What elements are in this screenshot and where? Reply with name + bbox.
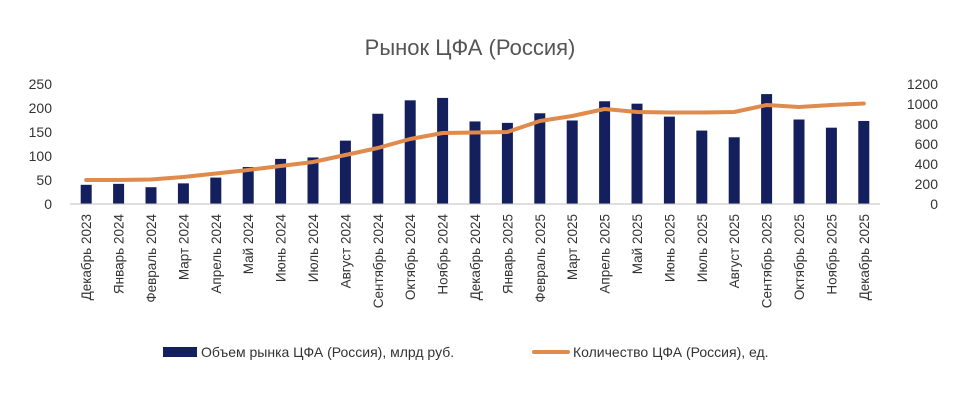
right-axis: 0 200 400 600 800 1000 1200 [907, 76, 938, 212]
bar [501, 122, 513, 204]
bar [404, 100, 416, 204]
x-axis-tick-label: Декабрь 2023 [79, 214, 94, 300]
bar [145, 187, 157, 204]
x-axis-tick-label: Сентябрь 2024 [371, 214, 386, 309]
bar [858, 120, 870, 204]
x-axis-tick-label: Март 2024 [176, 214, 191, 281]
bar [631, 103, 643, 204]
chart-title: Рынок ЦФА (Россия) [365, 35, 576, 60]
x-axis-tick-label: Май 2025 [630, 214, 645, 274]
x-axis-tick-label: Февраль 2025 [533, 214, 548, 303]
bar [793, 119, 805, 204]
right-axis-tick-label: 0 [930, 196, 938, 212]
x-axis-labels: Декабрь 2023 Январь 2024 Февраль 2024 Март … [79, 214, 872, 309]
bar [696, 130, 708, 204]
bar [534, 113, 546, 204]
x-axis-tick-label: Август 2024 [338, 214, 353, 289]
x-axis-tick-label: Июнь 2024 [274, 214, 289, 283]
legend: Объем рынка ЦФА (Россия), млрд руб. Коли… [163, 344, 769, 360]
x-axis-tick-label: Июль 2024 [306, 214, 321, 283]
left-axis-tick-label: 50 [36, 172, 52, 188]
bar [566, 120, 578, 204]
right-axis-tick-label: 200 [915, 176, 939, 192]
x-axis-tick-label: Январь 2025 [500, 214, 515, 294]
bar [210, 177, 222, 204]
bar [469, 121, 481, 204]
x-axis-tick-label: Август 2025 [727, 214, 742, 288]
right-axis-tick-label: 600 [915, 136, 939, 152]
bar [437, 97, 449, 204]
legend-swatch-bar [163, 347, 197, 357]
left-axis-tick-label: 250 [29, 76, 53, 92]
x-axis-tick-label: Май 2024 [241, 214, 256, 275]
left-axis-tick-label: 100 [29, 148, 53, 164]
x-axis-tick-label: Январь 2024 [112, 214, 127, 295]
left-axis-tick-label: 200 [29, 100, 53, 116]
bar [307, 157, 319, 204]
bar [663, 116, 675, 204]
x-axis-tick-label: Апрель 2024 [209, 214, 224, 294]
bar [275, 158, 287, 204]
bar [761, 94, 773, 204]
left-axis-tick-label: 150 [29, 124, 53, 140]
legend-label-line: Количество ЦФА (Россия), ед. [573, 344, 769, 360]
bar [339, 140, 351, 204]
x-axis-tick-label: Октябрь 2024 [403, 214, 418, 301]
right-axis-tick-label: 1000 [907, 96, 938, 112]
bar-series [80, 94, 870, 204]
x-axis-tick-label: Июнь 2025 [662, 214, 677, 282]
right-axis-tick-label: 800 [915, 116, 939, 132]
bar [80, 184, 92, 204]
left-axis: 0 50 100 150 200 250 [29, 76, 53, 212]
bar [242, 167, 254, 204]
bar [372, 113, 384, 204]
x-axis-tick-label: Март 2025 [565, 214, 580, 280]
series-line [84, 101, 866, 182]
bar [599, 101, 611, 204]
right-axis-tick-label: 1200 [907, 76, 938, 92]
bar [113, 183, 125, 204]
x-axis-tick-label: Ноябрь 2025 [824, 214, 839, 295]
x-axis-tick-label: Апрель 2025 [598, 214, 613, 294]
x-axis-tick-label: Июль 2025 [695, 214, 710, 282]
bar [728, 137, 740, 204]
x-axis-tick-label: Декабрь 2025 [857, 214, 872, 300]
legend-label-bar: Объем рынка ЦФА (Россия), млрд руб. [201, 344, 454, 360]
bar [177, 183, 189, 204]
x-axis-tick-label: Сентябрь 2025 [760, 214, 775, 308]
left-axis-tick-label: 0 [44, 196, 52, 212]
x-axis-tick-label: Февраль 2024 [144, 214, 159, 303]
bar [825, 127, 837, 204]
right-axis-tick-label: 400 [915, 156, 939, 172]
x-axis-tick-label: Декабрь 2024 [468, 214, 483, 301]
x-axis-tick-label: Октябрь 2025 [792, 214, 807, 300]
line-series [84, 101, 866, 182]
x-axis-tick-label: Ноябрь 2024 [436, 214, 451, 295]
